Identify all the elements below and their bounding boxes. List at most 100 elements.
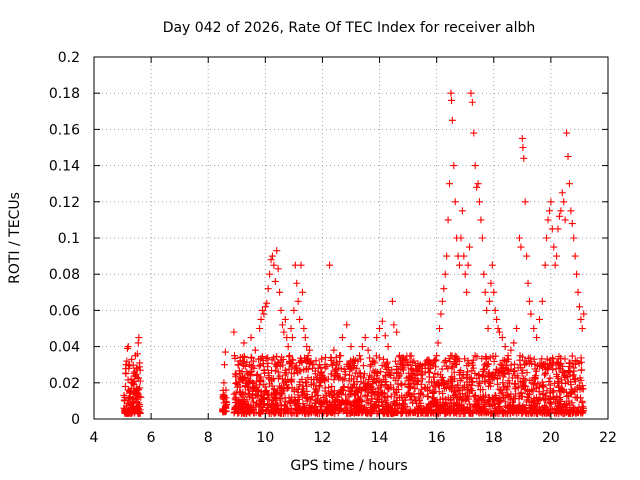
data-point [312,388,320,396]
data-point [488,261,496,269]
data-point [377,397,385,405]
data-point [503,367,511,375]
data-point [254,386,262,394]
data-point [532,384,540,392]
data-point [335,398,343,406]
data-point [458,207,466,215]
data-point [355,409,363,417]
data-point [538,378,546,386]
data-point [497,389,505,397]
data-point [244,405,252,413]
data-point [481,288,489,296]
data-point [300,409,308,417]
data-point [398,399,406,407]
data-point [342,391,350,399]
data-point [358,343,366,351]
data-point [129,379,137,387]
data-point [233,379,241,387]
data-point [573,394,581,402]
data-point [248,354,256,362]
data-point [232,371,240,379]
data-point [455,395,463,403]
y-tick-label: 0.14 [49,159,80,175]
data-point [250,364,258,372]
data-point [568,220,576,228]
data-point [477,216,485,224]
data-point [468,378,476,386]
data-point [220,361,228,369]
data-point [363,392,371,400]
data-point [375,409,383,417]
data-point [350,380,358,388]
data-point [546,399,554,407]
data-point [292,363,300,371]
data-point [471,403,479,411]
data-point [454,381,462,389]
data-point [293,279,301,287]
data-point [357,406,365,414]
data-point [391,390,399,398]
data-point [259,406,267,414]
data-point [268,252,276,260]
data-point [478,234,486,242]
data-point [324,375,332,383]
data-point [490,357,498,365]
data-point [450,409,458,417]
data-point [443,252,451,260]
data-point [288,334,296,342]
data-point [360,404,368,412]
data-point [499,356,507,364]
data-point [437,310,445,318]
data-point [304,374,312,382]
data-point [577,315,585,323]
data-point [560,410,568,418]
data-point [441,270,449,278]
data-point [494,325,502,332]
data-point [236,388,244,396]
data-point [347,388,355,396]
data-point [368,395,376,403]
data-point [263,299,271,307]
data-point [257,375,265,383]
data-point [263,391,271,399]
data-point [256,401,264,409]
data-point [287,369,295,377]
data-point [127,384,135,392]
data-point [439,389,447,397]
data-point [343,321,351,329]
data-point [406,352,414,360]
data-point [121,393,129,401]
data-point [565,368,573,376]
data-point [261,303,269,311]
data-point [378,389,386,397]
data-point [381,381,389,389]
data-point [471,352,479,360]
data-point [411,406,419,414]
data-point [300,325,308,332]
data-point [510,367,518,375]
data-point [446,180,454,188]
data-point [265,375,273,383]
data-point [130,381,138,389]
data-point [541,261,549,269]
data-point [479,386,487,394]
data-point [341,401,349,409]
data-point [342,370,350,378]
data-point [463,288,471,296]
y-tick-label: 0.12 [49,195,80,211]
data-point [374,390,382,398]
data-point [260,310,268,318]
data-point [362,384,370,392]
data-point [243,368,251,376]
data-point [406,382,414,390]
data-point [295,367,303,375]
data-point [328,383,336,391]
data-point [294,393,302,401]
data-point [304,352,312,360]
data-point [283,384,291,392]
data-point [135,334,143,342]
data-point [494,380,502,388]
data-point [579,385,587,393]
data-point [398,404,406,412]
